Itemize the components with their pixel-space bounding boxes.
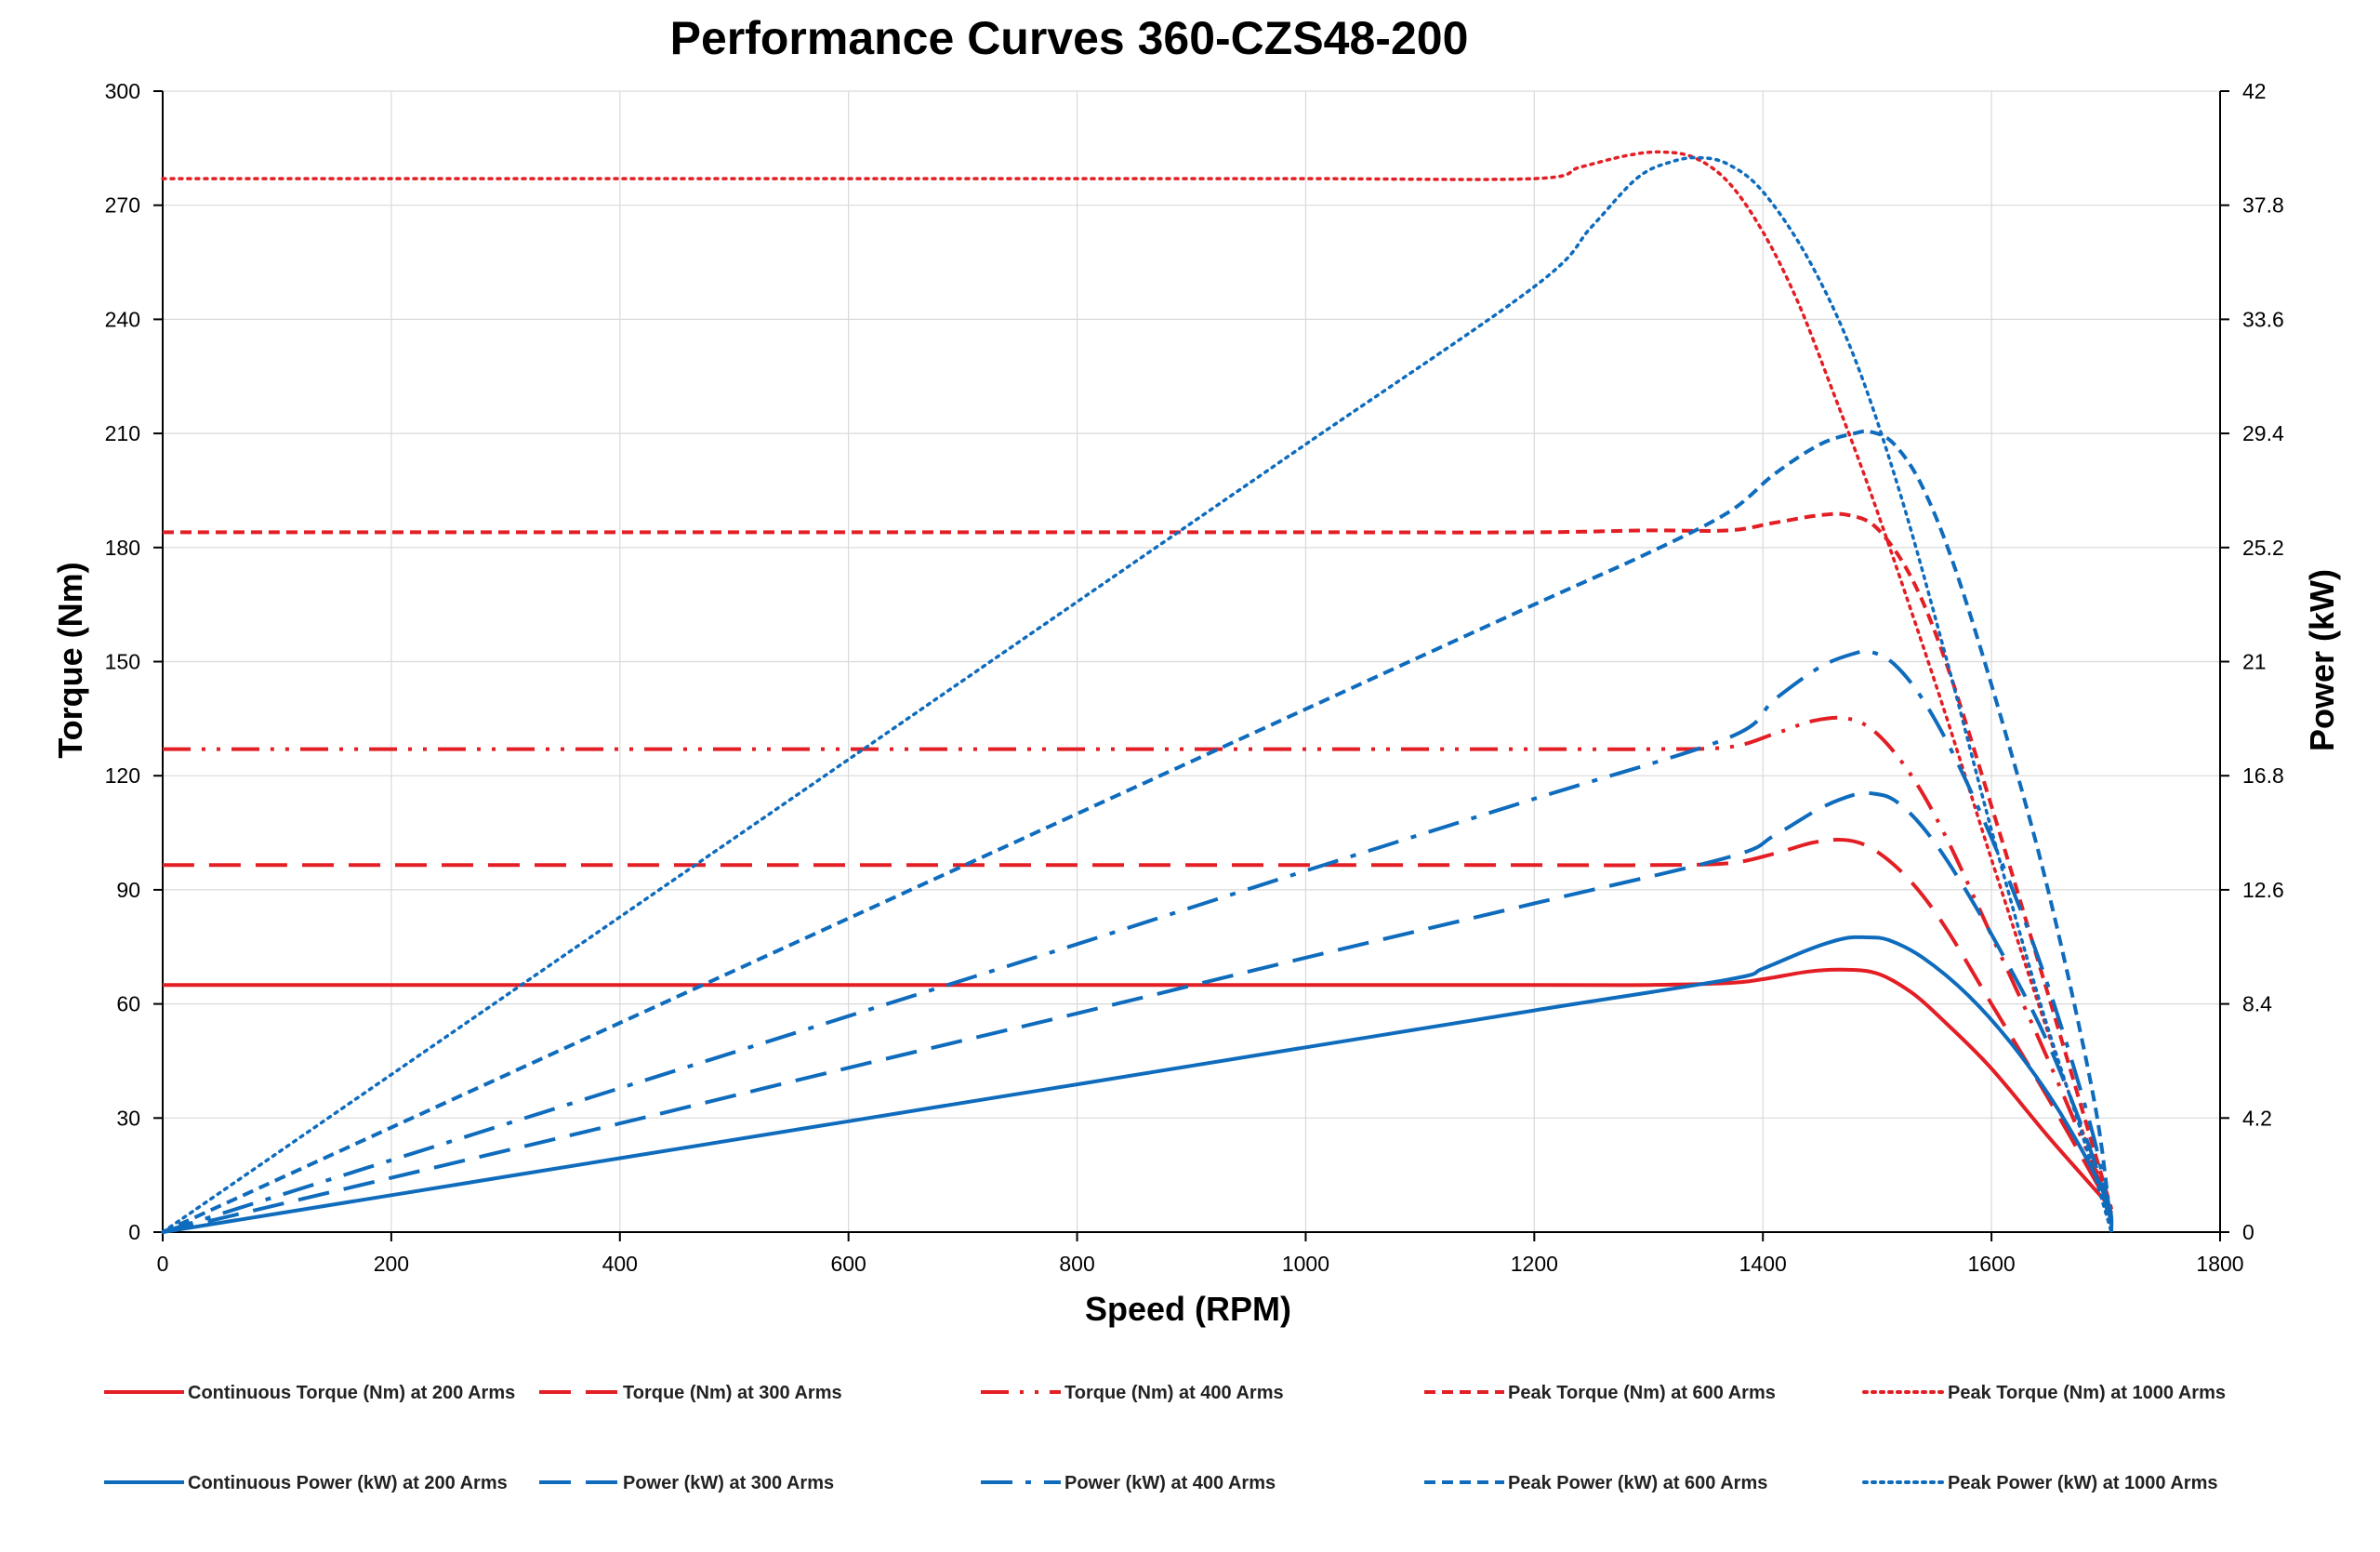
y-tick-label: 270	[105, 193, 140, 218]
series-line-3	[163, 715, 2114, 1211]
series-line-1	[163, 967, 2108, 1203]
x-tick-label: 1600	[1968, 1252, 2016, 1276]
x-tick-label: 1000	[1282, 1252, 1329, 1276]
series-line-8	[162, 649, 2114, 1234]
y-tick-label: 60	[116, 992, 140, 1016]
legend-label: Peak Torque (Nm) at 1000 Arms	[1948, 1383, 2226, 1403]
y2-tick-label: 29.4	[2242, 421, 2284, 445]
legend-item: Continuous Torque (Nm) at 200 Arms	[104, 1383, 515, 1403]
y-tick-label: 120	[105, 763, 140, 788]
x-tick-label: 1800	[2196, 1252, 2243, 1276]
y-axis-title: Torque (Nm)	[51, 562, 89, 758]
y2-axis-title: Power (kW)	[2303, 569, 2341, 751]
x-tick-label: 0	[157, 1252, 169, 1276]
x-tick-label: 800	[1059, 1252, 1094, 1276]
y2-tick-label: 16.8	[2242, 763, 2284, 788]
series-line-7	[162, 790, 2114, 1234]
y-tick-label: 90	[116, 878, 140, 902]
legend-label: Power (kW) at 300 Arms	[623, 1473, 834, 1493]
legend-label: Continuous Torque (Nm) at 200 Arms	[188, 1383, 515, 1403]
y2-tick-label: 12.6	[2242, 878, 2284, 902]
legend-label: Torque (Nm) at 400 Arms	[1064, 1383, 1284, 1403]
legend-item: Torque (Nm) at 300 Arms	[539, 1383, 842, 1403]
series-line-4	[162, 511, 2114, 1211]
series-line-6	[162, 935, 2114, 1234]
series-line-9	[162, 429, 2114, 1234]
y2-tick-label: 4.2	[2242, 1106, 2272, 1130]
y-tick-label: 240	[105, 307, 140, 331]
legend-item: Peak Torque (Nm) at 600 Arms	[1424, 1383, 1776, 1403]
x-tick-label: 1200	[1511, 1252, 1558, 1276]
y2-tick-label: 37.8	[2242, 193, 2284, 218]
legend-label: Torque (Nm) at 300 Arms	[623, 1383, 842, 1403]
y2-tick-label: 33.6	[2242, 307, 2284, 331]
x-tick-label: 1400	[1739, 1252, 1787, 1276]
y-tick-label: 30	[116, 1106, 140, 1130]
legend-item: Continuous Power (kW) at 200 Arms	[104, 1473, 508, 1493]
chart-title: Performance Curves 360-CZS48-200	[670, 12, 1469, 64]
y-tick-label: 150	[105, 650, 140, 674]
x-tick-label: 200	[374, 1252, 409, 1276]
legend-item: Power (kW) at 300 Arms	[539, 1473, 834, 1493]
y-tick-label: 210	[105, 421, 140, 445]
legend-label: Peak Power (kW) at 600 Arms	[1508, 1473, 1767, 1493]
y-tick-label: 180	[105, 536, 140, 560]
x-axis-title: Speed (RPM)	[1085, 1290, 1291, 1328]
legend-item: Peak Power (kW) at 1000 Arms	[1862, 1473, 2218, 1493]
legend-label: Peak Torque (Nm) at 600 Arms	[1508, 1383, 1776, 1403]
legend-label: Peak Power (kW) at 1000 Arms	[1948, 1473, 2218, 1493]
legend-item: Peak Torque (Nm) at 1000 Arms	[1862, 1383, 2226, 1403]
y-tick-label: 0	[128, 1220, 140, 1244]
series-line-2	[163, 837, 2113, 1211]
x-tick-label: 400	[602, 1252, 638, 1276]
legend-item: Peak Power (kW) at 600 Arms	[1424, 1473, 1767, 1493]
series-line-10	[161, 155, 2113, 1234]
y2-tick-label: 42	[2242, 79, 2267, 103]
y2-tick-label: 8.4	[2242, 992, 2272, 1016]
legend: Continuous Torque (Nm) at 200 Arms Torque…	[104, 1383, 2226, 1493]
y2-tick-label: 0	[2242, 1220, 2254, 1244]
y2-tick-label: 21	[2242, 650, 2267, 674]
legend-item: Torque (Nm) at 400 Arms	[981, 1383, 1284, 1403]
axes: 0 200 400 600 800 1000 1200 1400 1600 18000306090…	[105, 79, 2284, 1276]
y-tick-label: 300	[105, 79, 140, 103]
legend-label: Continuous Power (kW) at 200 Arms	[188, 1473, 508, 1493]
series-line-5	[161, 150, 2113, 1215]
x-tick-label: 600	[830, 1252, 866, 1276]
legend-item: Power (kW) at 400 Arms	[981, 1473, 1276, 1493]
legend-label: Power (kW) at 400 Arms	[1064, 1473, 1276, 1493]
y2-tick-label: 25.2	[2242, 536, 2284, 560]
plot-area	[161, 150, 2114, 1234]
